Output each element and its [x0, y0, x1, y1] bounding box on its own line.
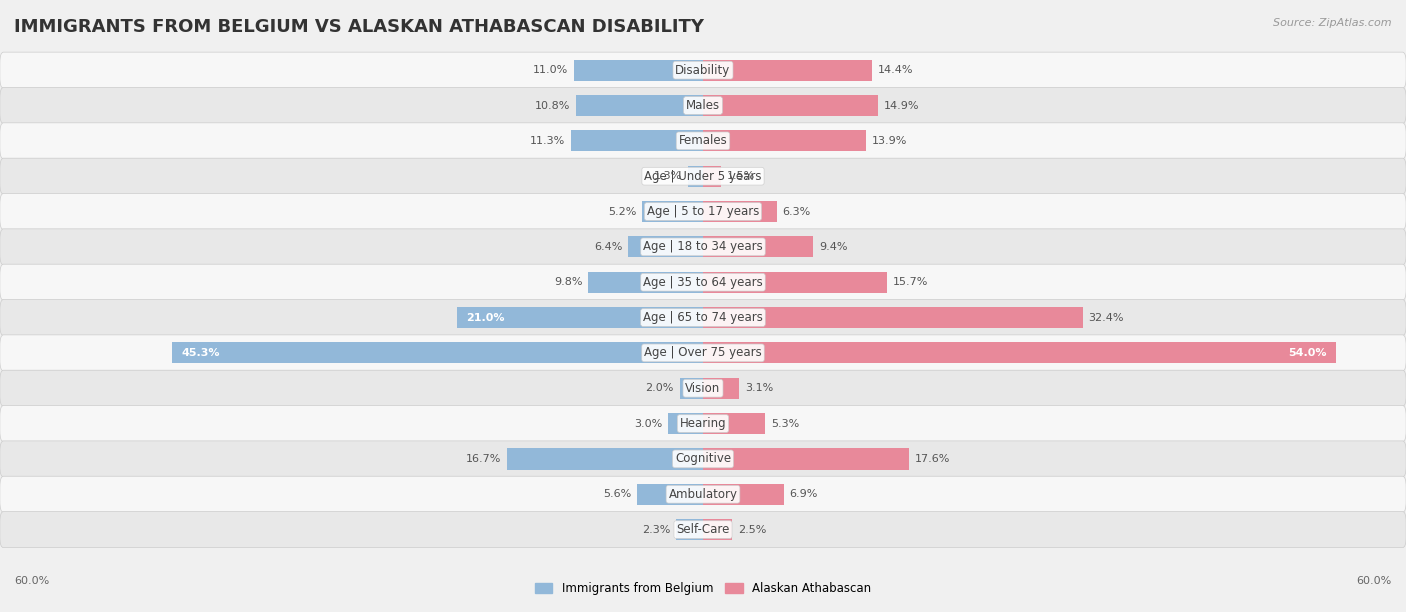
Text: 45.3%: 45.3% [181, 348, 221, 358]
Bar [703, 95, 877, 116]
Text: Age | Over 75 years: Age | Over 75 years [644, 346, 762, 359]
Text: Age | 65 to 74 years: Age | 65 to 74 years [643, 311, 763, 324]
Text: 17.6%: 17.6% [915, 454, 950, 464]
Bar [703, 342, 1336, 364]
Text: Age | 35 to 64 years: Age | 35 to 64 years [643, 276, 763, 289]
Text: 15.7%: 15.7% [893, 277, 928, 287]
Text: 1.3%: 1.3% [654, 171, 682, 181]
Text: Cognitive: Cognitive [675, 452, 731, 465]
Text: 3.0%: 3.0% [634, 419, 662, 428]
Text: Source: ZipAtlas.com: Source: ZipAtlas.com [1274, 18, 1392, 28]
Bar [574, 59, 703, 81]
FancyBboxPatch shape [0, 512, 1406, 548]
Text: Self-Care: Self-Care [676, 523, 730, 536]
FancyBboxPatch shape [0, 476, 1406, 512]
Text: 14.4%: 14.4% [877, 65, 912, 75]
Text: Age | Under 5 years: Age | Under 5 years [644, 170, 762, 183]
FancyBboxPatch shape [0, 158, 1406, 194]
FancyBboxPatch shape [0, 123, 1406, 159]
Bar [508, 449, 703, 469]
Text: 32.4%: 32.4% [1088, 313, 1123, 323]
Text: 9.8%: 9.8% [554, 277, 582, 287]
Bar [173, 342, 703, 364]
Bar [679, 378, 703, 399]
Text: 10.8%: 10.8% [536, 100, 571, 111]
FancyBboxPatch shape [0, 229, 1406, 265]
FancyBboxPatch shape [0, 335, 1406, 371]
Bar [576, 95, 703, 116]
Text: Age | 18 to 34 years: Age | 18 to 34 years [643, 241, 763, 253]
FancyBboxPatch shape [0, 52, 1406, 88]
Text: Disability: Disability [675, 64, 731, 76]
Bar [643, 201, 703, 222]
Text: 21.0%: 21.0% [467, 313, 505, 323]
Text: 60.0%: 60.0% [14, 577, 49, 586]
Text: 6.3%: 6.3% [783, 206, 811, 217]
Bar [588, 272, 703, 293]
Bar [668, 413, 703, 434]
Text: Vision: Vision [685, 382, 721, 395]
Text: 5.3%: 5.3% [770, 419, 799, 428]
Text: Females: Females [679, 135, 727, 147]
Legend: Immigrants from Belgium, Alaskan Athabascan: Immigrants from Belgium, Alaskan Athabas… [530, 578, 876, 600]
Bar [703, 519, 733, 540]
Bar [703, 483, 785, 505]
Text: 1.5%: 1.5% [727, 171, 755, 181]
Bar [703, 166, 721, 187]
Text: Males: Males [686, 99, 720, 112]
FancyBboxPatch shape [0, 193, 1406, 230]
Bar [628, 236, 703, 258]
Bar [703, 59, 872, 81]
FancyBboxPatch shape [0, 299, 1406, 335]
Bar [703, 413, 765, 434]
Text: 11.3%: 11.3% [530, 136, 565, 146]
Text: 60.0%: 60.0% [1357, 577, 1392, 586]
FancyBboxPatch shape [0, 88, 1406, 124]
Bar [457, 307, 703, 328]
Bar [703, 307, 1083, 328]
Text: Ambulatory: Ambulatory [668, 488, 738, 501]
Text: 9.4%: 9.4% [818, 242, 848, 252]
Text: Hearing: Hearing [679, 417, 727, 430]
Text: IMMIGRANTS FROM BELGIUM VS ALASKAN ATHABASCAN DISABILITY: IMMIGRANTS FROM BELGIUM VS ALASKAN ATHAB… [14, 18, 704, 36]
Text: Age | 5 to 17 years: Age | 5 to 17 years [647, 205, 759, 218]
Text: 16.7%: 16.7% [467, 454, 502, 464]
Bar [676, 519, 703, 540]
Bar [703, 236, 813, 258]
Text: 6.4%: 6.4% [593, 242, 621, 252]
Text: 5.2%: 5.2% [607, 206, 637, 217]
FancyBboxPatch shape [0, 370, 1406, 406]
Bar [637, 483, 703, 505]
Text: 3.1%: 3.1% [745, 383, 773, 394]
FancyBboxPatch shape [0, 441, 1406, 477]
Bar [703, 272, 887, 293]
Text: 11.0%: 11.0% [533, 65, 568, 75]
Bar [703, 130, 866, 151]
Text: 2.3%: 2.3% [641, 524, 671, 535]
Bar [688, 166, 703, 187]
FancyBboxPatch shape [0, 406, 1406, 442]
Text: 14.9%: 14.9% [883, 100, 920, 111]
Text: 5.6%: 5.6% [603, 489, 631, 499]
Text: 2.5%: 2.5% [738, 524, 766, 535]
Bar [703, 201, 778, 222]
Bar [703, 378, 740, 399]
Bar [703, 449, 910, 469]
FancyBboxPatch shape [0, 264, 1406, 300]
Text: 54.0%: 54.0% [1288, 348, 1326, 358]
Text: 13.9%: 13.9% [872, 136, 907, 146]
Text: 2.0%: 2.0% [645, 383, 673, 394]
Text: 6.9%: 6.9% [790, 489, 818, 499]
Bar [571, 130, 703, 151]
